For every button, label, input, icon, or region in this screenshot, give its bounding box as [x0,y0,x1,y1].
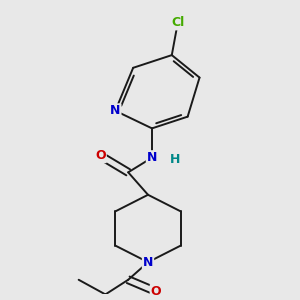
Text: Cl: Cl [171,16,184,29]
Text: O: O [95,149,106,162]
Text: N: N [143,256,153,269]
Text: N: N [147,151,157,164]
Text: O: O [151,285,161,298]
Text: H: H [169,153,180,166]
Text: N: N [110,104,121,117]
